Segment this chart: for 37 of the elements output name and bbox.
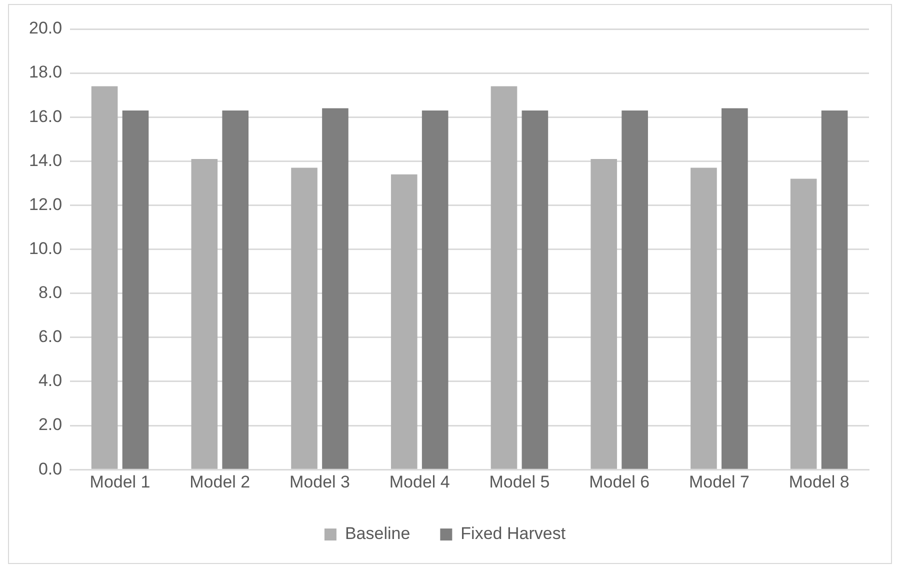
y-tick-label: 12.0 [28,194,62,214]
bar [490,86,518,469]
legend-label: Baseline [344,524,410,544]
bar [690,168,717,469]
bar [522,110,548,469]
x-tick-label: Model 5 [489,472,550,492]
y-tick-label: 8.0 [38,283,62,302]
y-tick-label: 10.0 [28,238,62,258]
x-tick-label: Model 8 [788,472,850,492]
bar [222,110,249,469]
bar [821,110,848,469]
x-tick-label: Model 2 [190,472,250,492]
bar [322,108,348,469]
bar [122,110,149,469]
bar [291,168,318,469]
bar [390,174,418,469]
y-tick-label: 20.0 [28,18,62,38]
bar [622,110,648,469]
y-tick-label: 14.0 [28,150,62,170]
x-tick-label: Model 3 [290,472,350,492]
x-tick-label: Model 6 [589,472,650,492]
y-tick-label: 0.0 [38,459,62,478]
y-tick-label: 2.0 [38,415,62,434]
x-tick-label: Model 1 [90,472,150,492]
x-tick-label: Model 7 [688,472,750,492]
bar [191,158,218,469]
bar [590,158,618,469]
y-tick-label: 4.0 [38,371,62,390]
legend-label: Fixed Harvest [460,524,566,544]
x-tick-label: Model 4 [389,472,450,492]
y-tick-label: 18.0 [28,62,62,82]
y-tick-label: 6.0 [38,327,62,346]
bar [790,178,817,469]
bar [91,86,118,469]
bar [722,108,748,469]
y-tick-label: 16.0 [28,106,62,126]
bar [422,110,448,469]
